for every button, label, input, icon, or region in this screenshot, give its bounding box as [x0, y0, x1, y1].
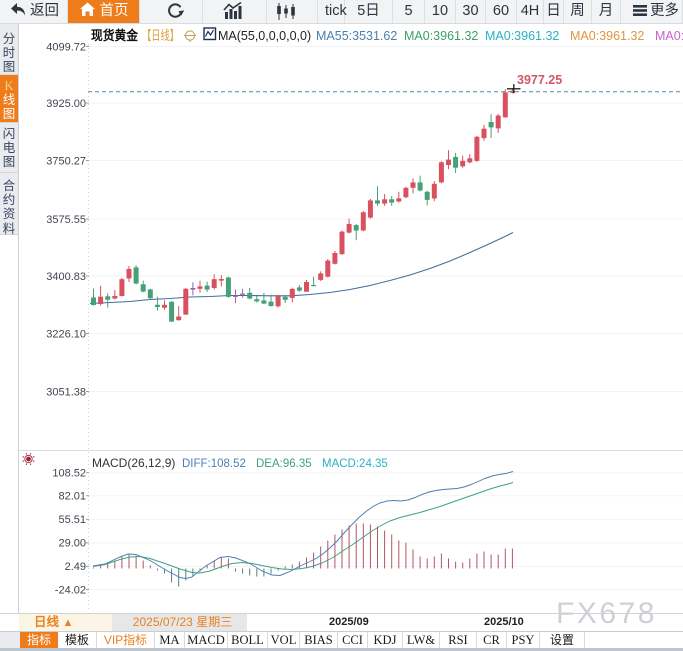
svg-text:108.52: 108.52 — [52, 468, 86, 480]
svg-text:MACD:24.35: MACD:24.35 — [322, 458, 388, 470]
svg-text:MA0:3961.32: MA0:3961.32 — [570, 29, 644, 43]
svg-text:【日线】: 【日线】 — [142, 28, 179, 43]
svg-text:MA55:3531.62: MA55:3531.62 — [316, 29, 397, 43]
svg-text:MA0:3961.32: MA0:3961.32 — [655, 29, 683, 43]
svg-text:55.51: 55.51 — [58, 514, 86, 526]
svg-text:3051.38: 3051.38 — [46, 386, 86, 398]
svg-text:MA(55,0,0,0,0,0): MA(55,0,0,0,0,0) — [218, 29, 311, 43]
svg-text:3226.10: 3226.10 — [46, 328, 86, 340]
svg-text:DIFF:108.52: DIFF:108.52 — [182, 458, 246, 470]
svg-text:DEA:96.35: DEA:96.35 — [256, 458, 312, 470]
svg-text:3925.00: 3925.00 — [46, 98, 86, 110]
svg-text:3977.25: 3977.25 — [517, 73, 562, 87]
svg-text:MACD(26,12,9): MACD(26,12,9) — [92, 456, 175, 470]
svg-text:4099.72: 4099.72 — [46, 41, 86, 53]
svg-text:MA0:3961.32: MA0:3961.32 — [404, 29, 478, 43]
svg-text:3750.27: 3750.27 — [46, 155, 86, 167]
svg-text:3575.55: 3575.55 — [46, 214, 86, 226]
svg-text:29.00: 29.00 — [58, 538, 86, 550]
svg-text:3400.83: 3400.83 — [46, 271, 86, 283]
svg-text:82.01: 82.01 — [58, 491, 86, 503]
svg-text:现货黄金: 现货黄金 — [91, 28, 139, 43]
svg-text:-24.02: -24.02 — [55, 584, 86, 596]
svg-text:2.49: 2.49 — [65, 561, 86, 573]
svg-text:MA0:3961.32: MA0:3961.32 — [485, 29, 559, 43]
